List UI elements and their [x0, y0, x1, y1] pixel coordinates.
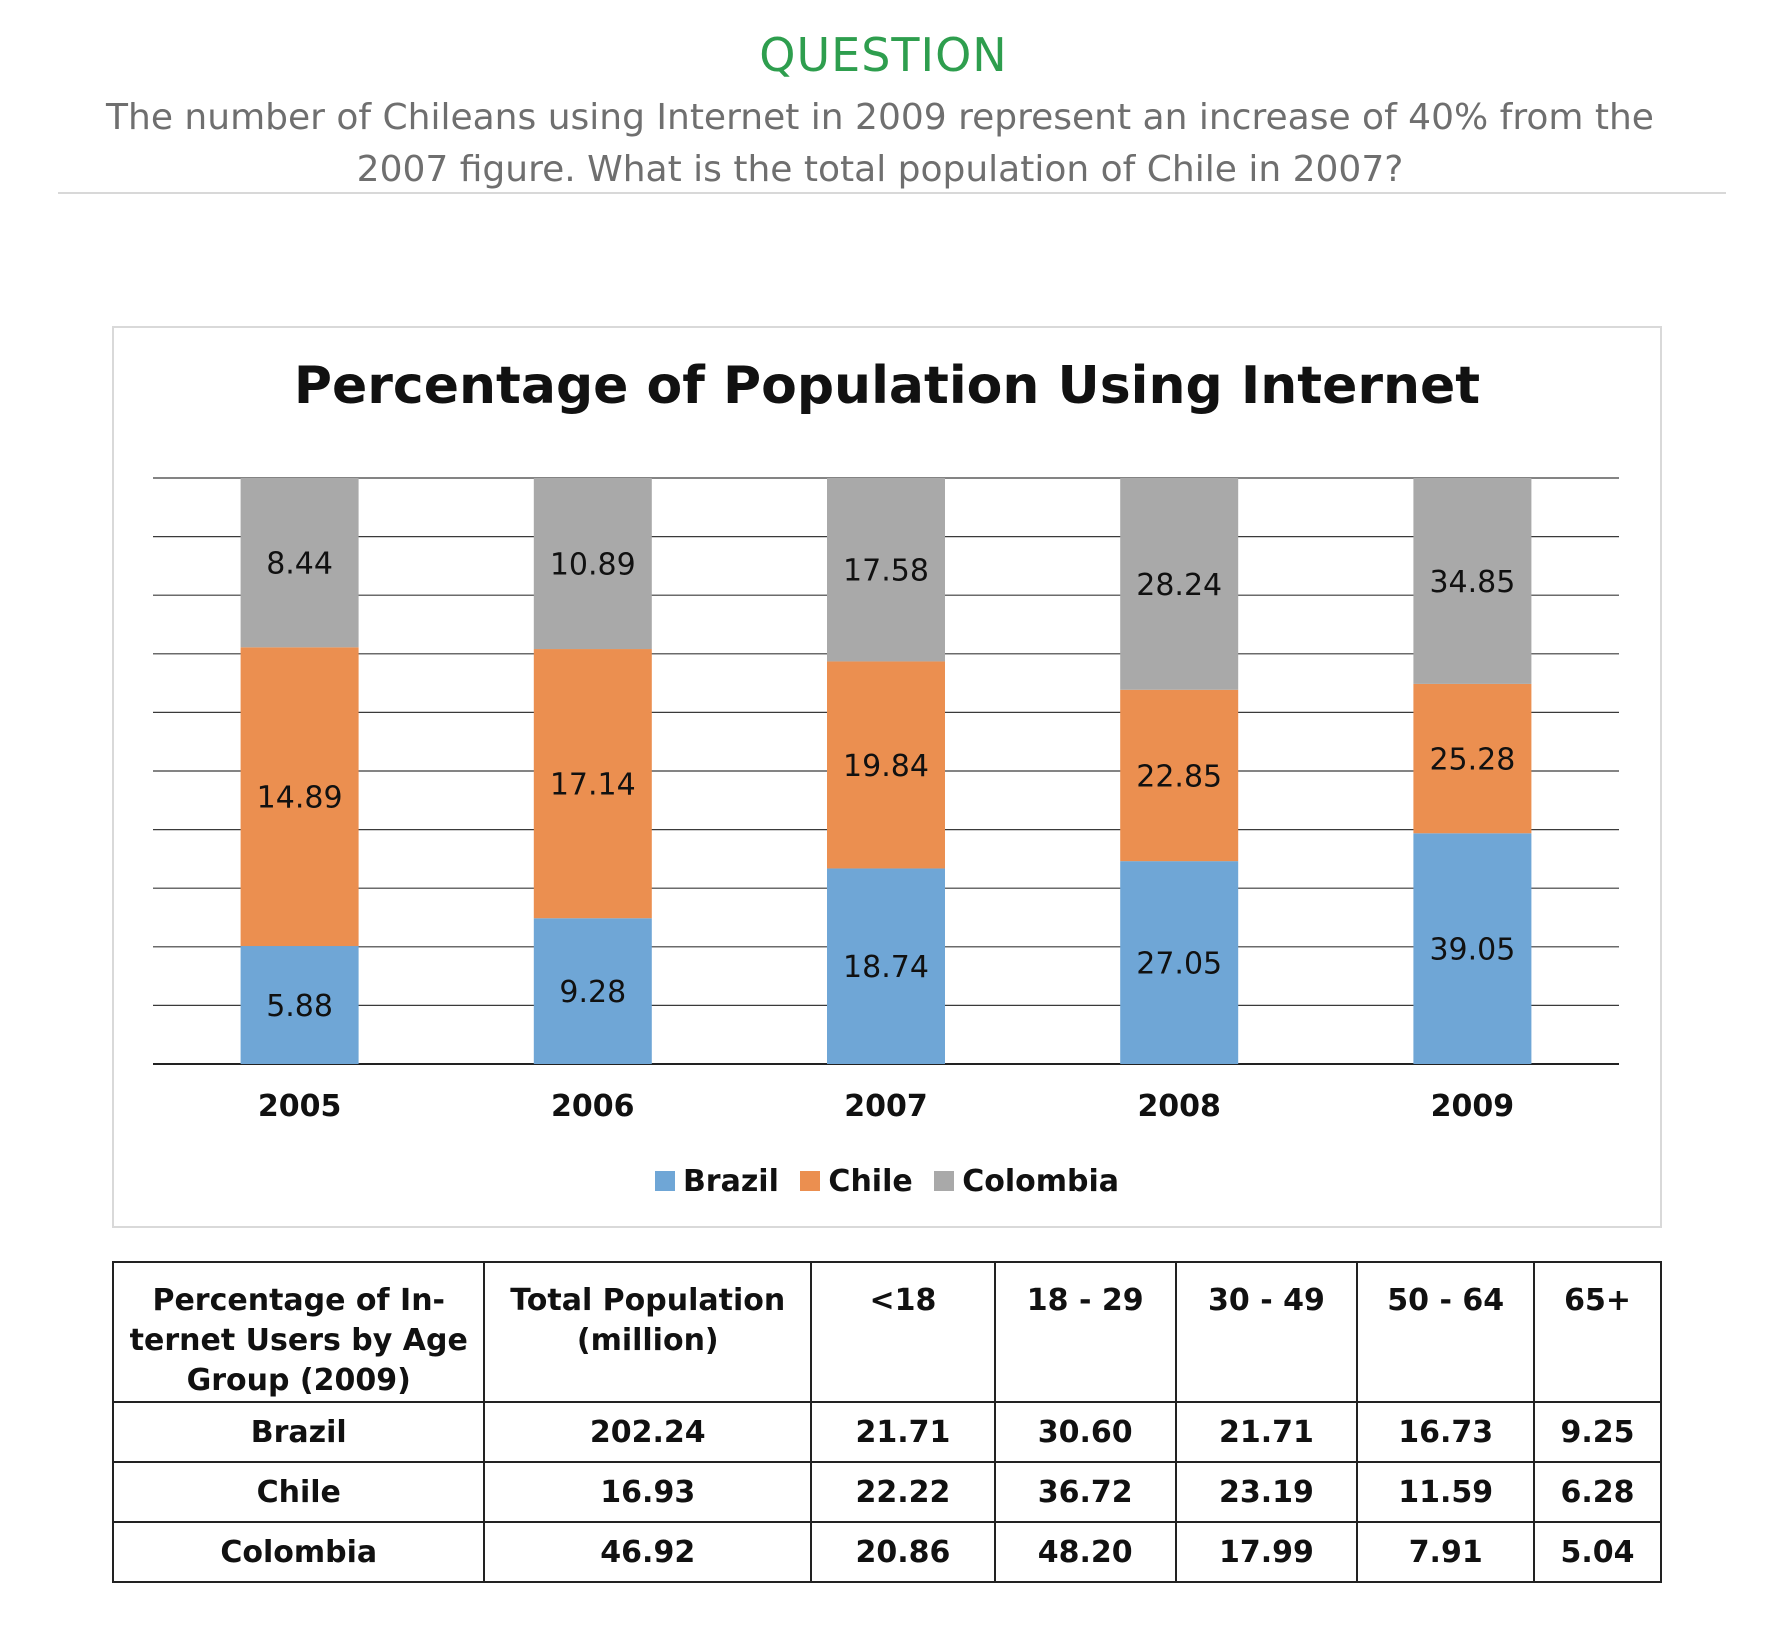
- data-label-colombia-2005: 8.44: [266, 547, 333, 582]
- bar-brazil-2007: [827, 868, 945, 1064]
- legend-label-chile: Chile: [828, 1163, 913, 1199]
- table-row: Colombia 46.92 20.86 48.20 17.99 7.91 5.…: [111, 1521, 1662, 1583]
- table-header-cell: <18: [810, 1261, 996, 1403]
- data-label-chile-2009: 25.28: [1429, 743, 1515, 778]
- legend-item-chile: Chile: [800, 1163, 913, 1199]
- bar-chile-2006: [533, 649, 652, 919]
- x-tick-label: 2007: [844, 1089, 928, 1124]
- table-cell: 48.20: [993, 1521, 1177, 1583]
- chart-legend: Brazil Chile Colombia: [114, 1162, 1660, 1199]
- data-label-brazil-2005: 5.88: [266, 989, 333, 1024]
- data-label-brazil-2009: 39.05: [1429, 933, 1515, 968]
- table-cell: 9.25: [1533, 1401, 1662, 1463]
- legend-item-brazil: Brazil: [654, 1163, 779, 1199]
- table-header-cell: 50 - 64: [1356, 1261, 1536, 1403]
- legend-item-colombia: Colombia: [934, 1163, 1119, 1199]
- table-cell: Chile: [111, 1461, 486, 1523]
- table-cell: 21.71: [810, 1401, 996, 1463]
- bar-colombia-2007: [827, 478, 945, 662]
- legend-swatch-colombia: [934, 1171, 955, 1191]
- table-cell: 22.22: [810, 1461, 996, 1523]
- table-cell: 21.71: [1174, 1401, 1359, 1463]
- bar-colombia-2005: [240, 478, 359, 648]
- table-cell: 16.93: [483, 1461, 813, 1523]
- question-text: The number of Chileans using Internet in…: [106, 97, 1654, 190]
- table-cell: 20.86: [810, 1521, 996, 1583]
- data-label-brazil-2007: 18.74: [843, 950, 929, 985]
- table-row: Chile 16.93 22.22 36.72 23.19 11.59 6.28: [111, 1461, 1662, 1523]
- data-label-colombia-2008: 28.24: [1136, 568, 1222, 603]
- legend-label-brazil: Brazil: [682, 1163, 779, 1199]
- bar-chile-2007: [827, 661, 945, 869]
- bar-colombia-2006: [533, 478, 652, 650]
- data-label-chile-2005: 14.89: [257, 781, 343, 816]
- table-cell: 5.04: [1533, 1521, 1662, 1583]
- bar-chile-2005: [240, 647, 359, 947]
- table-cell: 202.24: [483, 1401, 813, 1463]
- data-label-chile-2007: 19.84: [843, 749, 929, 784]
- table-cell: 46.92: [483, 1521, 813, 1583]
- table-header-cell: 18 - 29: [993, 1261, 1177, 1403]
- data-label-colombia-2009: 34.85: [1429, 565, 1515, 600]
- table-header-cell: Percentage of In-ternet Users by Age Gro…: [111, 1261, 486, 1403]
- bar-colombia-2009: [1413, 478, 1532, 684]
- data-label-chile-2008: 22.85: [1136, 759, 1222, 794]
- legend-swatch-chile: [800, 1171, 821, 1191]
- legend-label-colombia: Colombia: [962, 1163, 1120, 1199]
- bar-chile-2008: [1120, 689, 1239, 862]
- bar-brazil-2008: [1120, 861, 1239, 1064]
- data-label-brazil-2008: 27.05: [1136, 947, 1222, 982]
- data-label-chile-2006: 17.14: [550, 768, 636, 803]
- x-tick-label: 2006: [551, 1089, 635, 1124]
- legend-swatch-brazil: [654, 1171, 675, 1191]
- chart-title: Percentage of Population Using Internet: [293, 356, 1481, 416]
- table-header-cell: Total Population (million): [483, 1261, 813, 1403]
- table-cell: Brazil: [111, 1401, 486, 1463]
- table-cell: 17.99: [1174, 1521, 1359, 1583]
- divider: [58, 192, 1726, 194]
- bar-brazil-2009: [1413, 833, 1532, 1064]
- data-label-colombia-2007: 17.58: [843, 554, 929, 589]
- x-tick-label: 2008: [1137, 1089, 1221, 1124]
- bar-chile-2009: [1413, 683, 1532, 834]
- table-cell: 36.72: [993, 1461, 1177, 1523]
- x-tick-label: 2005: [258, 1089, 342, 1124]
- chart-plot: 5.88 14.89 8.44 2005 9.28 17.14 10.89 2006 18.74…: [153, 477, 1619, 1124]
- table-cell: 30.60: [993, 1401, 1177, 1463]
- table-header-row: Percentage of In-ternet Users by Age Gro…: [111, 1261, 1662, 1403]
- table-cell: 23.19: [1174, 1461, 1359, 1523]
- table-cell: 11.59: [1356, 1461, 1536, 1523]
- x-tick-label: 2009: [1431, 1089, 1515, 1124]
- chart-panel: 5.88 14.89 8.44 2005 9.28 17.14 10.89 2006 18.74…: [112, 326, 1662, 1228]
- bar-brazil-2005: [240, 946, 359, 1064]
- table-header-cell: 65+: [1533, 1261, 1662, 1403]
- data-label-colombia-2006: 10.89: [550, 548, 636, 583]
- table-cell: 7.91: [1356, 1521, 1536, 1583]
- data-label-brazil-2006: 9.28: [559, 975, 626, 1010]
- age-group-table: Percentage of In-ternet Users by Age Gro…: [111, 1261, 1662, 1583]
- table-cell: 6.28: [1533, 1461, 1662, 1523]
- table-cell: 16.73: [1356, 1401, 1536, 1463]
- question-heading: QUESTION: [759, 28, 1008, 82]
- table-header-cell: 30 - 49: [1174, 1261, 1359, 1403]
- bar-brazil-2006: [533, 918, 652, 1064]
- table-row: Brazil 202.24 21.71 30.60 21.71 16.73 9.…: [111, 1401, 1662, 1463]
- table-cell: Colombia: [111, 1521, 486, 1583]
- bar-colombia-2008: [1120, 478, 1239, 690]
